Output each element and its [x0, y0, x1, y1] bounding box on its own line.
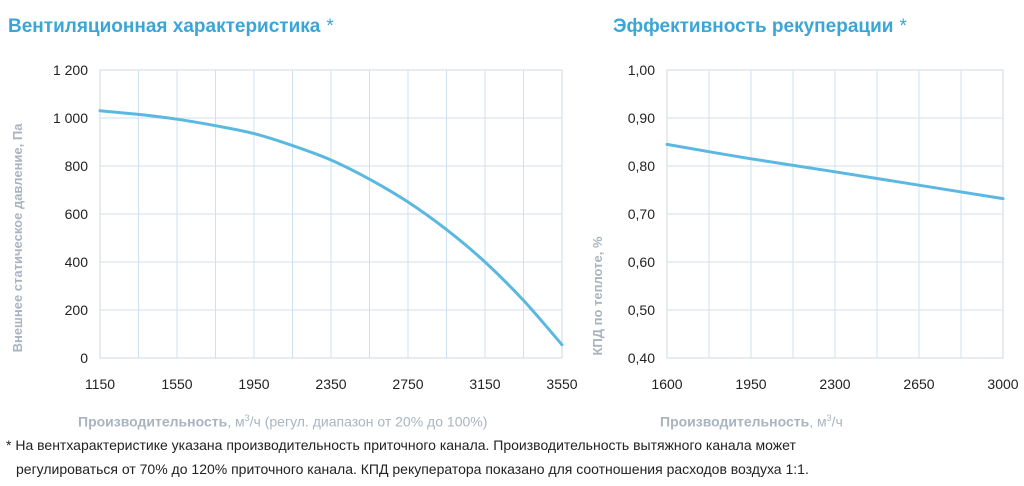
right-y-tick-label: 0,90 — [628, 110, 655, 126]
right-y-axis-label: КПД по теплоте, % — [590, 236, 605, 356]
footnote-line-2: регулироваться от 70% до 120% приточного… — [16, 461, 809, 477]
right-series-line — [665, 142, 1005, 201]
right-chart-title: Эффективность рекуперации * — [613, 16, 907, 38]
right-chart-title-text: Эффективность рекуперации — [613, 16, 894, 37]
left-y-tick-label: 600 — [65, 206, 89, 222]
right-x-axis-label-unit: , м — [809, 413, 827, 430]
left-chart-title-text: Вентиляционная характеристика — [8, 16, 321, 37]
right-y-tick-label: 0,40 — [628, 350, 655, 366]
left-x-tick-label: 1950 — [238, 376, 269, 392]
left-x-axis-label-sup: 3 — [244, 413, 250, 423]
right-x-axis-label: Производительность, м3/ч — [660, 413, 843, 430]
left-x-tick-label: 2750 — [392, 376, 423, 392]
right-x-tick-label: 2650 — [903, 376, 934, 392]
right-y-tick-label: 0,80 — [628, 158, 655, 174]
right-chart-title-star: * — [899, 16, 907, 37]
right-x-axis-label-bold: Производительность — [660, 413, 810, 430]
left-y-tick-label: 1 000 — [53, 110, 88, 126]
left-x-axis-label: Производительность, м3/ч (регул. диапазо… — [78, 413, 487, 430]
left-x-axis-label-bold: Производительность — [78, 413, 228, 430]
left-x-tick-label: 3550 — [546, 376, 577, 392]
right-y-tick-label: 0,70 — [628, 206, 655, 222]
left-y-tick-label: 200 — [65, 302, 89, 318]
left-x-axis-label-unit: , м — [227, 413, 245, 430]
left-x-tick-label: 1150 — [85, 376, 115, 392]
left-y-tick-label: 1 200 — [53, 62, 88, 78]
left-x-axis-label-rest: (регул. диапазон от 20% до 100%) — [260, 413, 488, 430]
left-x-tick-label: 2350 — [315, 376, 346, 392]
left-series-line — [98, 109, 564, 347]
left-x-tick-label: 3150 — [469, 376, 500, 392]
right-y-tick-label: 0,60 — [628, 254, 655, 270]
left-y-tick-label: 0 — [80, 350, 88, 366]
left-x-axis-label-unit-post: /ч — [249, 413, 261, 430]
left-y-axis-label: Внешнее статическое давление, Па — [10, 123, 25, 353]
right-x-tick-label: 1600 — [651, 376, 682, 392]
right-x-tick-label: 2300 — [819, 376, 850, 392]
footnote-line-1: * На вентхарактеристике указана производ… — [6, 437, 796, 453]
right-x-axis-label-unit-post: /ч — [831, 413, 843, 430]
left-chart-title-star: * — [326, 16, 334, 37]
left-y-tick-label: 400 — [65, 254, 89, 270]
left-y-tick-label: 800 — [65, 158, 89, 174]
right-y-tick-label: 0,50 — [628, 302, 655, 318]
right-x-axis-label-sup: 3 — [826, 413, 832, 423]
right-x-tick-label: 3000 — [987, 376, 1018, 392]
left-x-tick-label: 1550 — [161, 376, 192, 392]
right-x-tick-label: 1950 — [735, 376, 766, 392]
left-chart-title: Вентиляционная характеристика * — [8, 16, 334, 38]
right-y-tick-label: 1,00 — [628, 62, 655, 78]
